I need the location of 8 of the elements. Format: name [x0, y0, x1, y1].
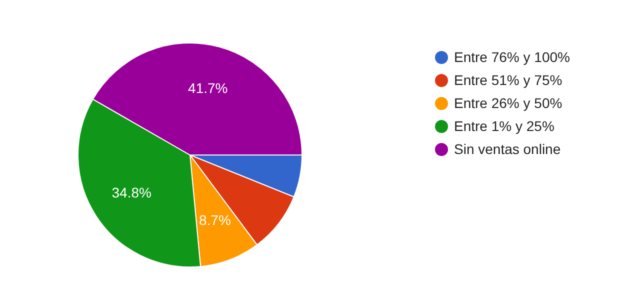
- legend-label: Entre 76% y 100%: [454, 49, 570, 66]
- data-label: 41.7%: [188, 80, 228, 96]
- data-label: 8.7%: [198, 212, 231, 228]
- legend-label: Entre 1% y 25%: [454, 118, 554, 135]
- data-label: 34.8%: [112, 184, 152, 201]
- legend-label: Entre 51% y 75%: [454, 72, 562, 89]
- legend-label: Entre 26% y 50%: [454, 95, 562, 112]
- legend-label: Sin ventas online: [454, 141, 561, 158]
